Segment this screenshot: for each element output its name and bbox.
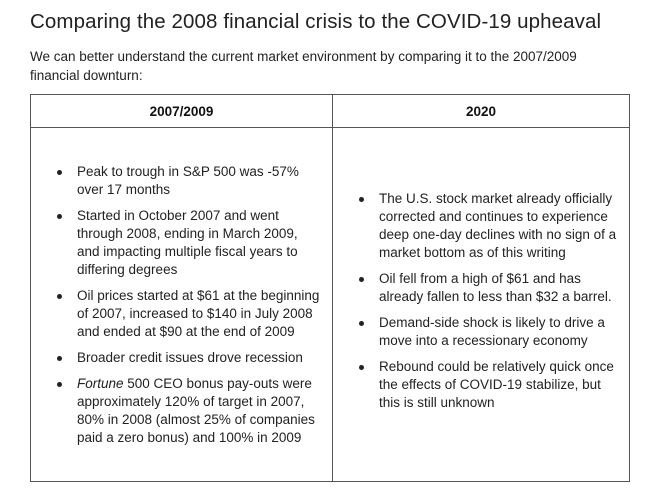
- bullet-text: Peak to trough in S&P 500 was -57% over …: [77, 163, 299, 197]
- bullet-text: Oil fell from a high of $61 and has alre…: [379, 270, 612, 304]
- list-item: The U.S. stock market already officially…: [357, 190, 619, 262]
- column-2020: The U.S. stock market already officially…: [332, 127, 630, 482]
- page-title: Comparing the 2008 financial crisis to t…: [30, 10, 602, 33]
- bullet-text: Demand-side shock is likely to drive a m…: [379, 314, 605, 348]
- table-row: Peak to trough in S&P 500 was -57% over …: [30, 127, 630, 482]
- header-2007-2009: 2007/2009: [30, 94, 333, 128]
- bullet-list-2007-2009: Peak to trough in S&P 500 was -57% over …: [55, 163, 322, 447]
- bullet-icon: [57, 169, 62, 175]
- column-2007-2009: Peak to trough in S&P 500 was -57% over …: [30, 127, 333, 482]
- list-item: Rebound could be relatively quick once t…: [357, 358, 619, 412]
- list-item: Oil fell from a high of $61 and has alre…: [357, 270, 619, 306]
- list-item: Broader credit issues drove recession: [55, 349, 322, 367]
- comparison-table: 2007/2009 2020 Peak to trough in S&P 500…: [30, 94, 630, 482]
- list-item: Oil prices started at $61 at the beginni…: [55, 287, 322, 341]
- table-header-row: 2007/2009 2020: [30, 94, 630, 128]
- bullet-text: Oil prices started at $61 at the beginni…: [77, 287, 320, 339]
- bullet-icon: [359, 196, 364, 202]
- bullet-icon: [57, 355, 62, 361]
- bullet-text: The U.S. stock market already officially…: [379, 190, 617, 260]
- list-item: Peak to trough in S&P 500 was -57% over …: [55, 163, 322, 199]
- bullet-icon: [359, 364, 364, 370]
- list-item: Started in October 2007 and went through…: [55, 207, 322, 279]
- bullet-text: 500 CEO bonus pay-outs were approximatel…: [77, 375, 315, 445]
- bullet-icon: [57, 293, 62, 299]
- bullet-icon: [57, 381, 62, 387]
- bullet-text: Broader credit issues drove recession: [77, 349, 303, 365]
- bullet-icon: [359, 320, 364, 326]
- bullet-text: Rebound could be relatively quick once t…: [379, 358, 614, 410]
- list-item: Fortune 500 CEO bonus pay-outs were appr…: [55, 375, 322, 447]
- header-2020: 2020: [332, 94, 630, 128]
- intro-paragraph: We can better understand the current mar…: [30, 49, 577, 83]
- bullet-text: Started in October 2007 and went through…: [77, 207, 298, 277]
- bullet-icon: [57, 213, 62, 219]
- bullet-italic-text: Fortune: [77, 375, 124, 391]
- list-item: Demand-side shock is likely to drive a m…: [357, 314, 619, 350]
- bullet-list-2020: The U.S. stock market already officially…: [357, 190, 619, 412]
- bullet-icon: [359, 276, 364, 282]
